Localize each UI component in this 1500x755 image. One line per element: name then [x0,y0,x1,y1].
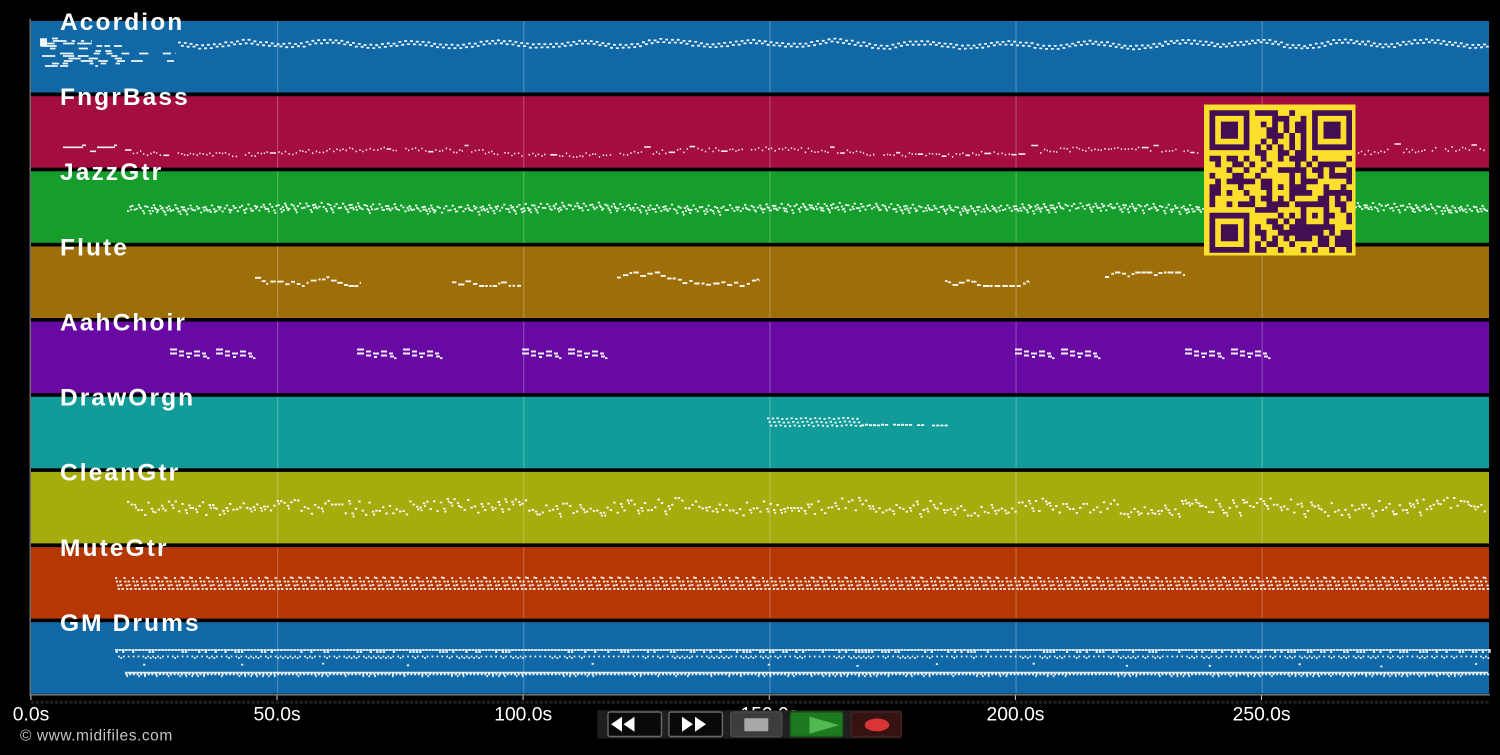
svg-text:DrawOrgn: DrawOrgn [60,385,195,412]
svg-text:CleanGtr: CleanGtr [60,460,180,487]
svg-text:© www.midifiles.com: © www.midifiles.com [20,728,173,745]
svg-text:50.0s: 50.0s [254,705,301,726]
svg-text:JazzGtr: JazzGtr [60,159,163,186]
svg-text:Flute: Flute [60,234,129,261]
svg-text:Acordion: Acordion [60,9,184,36]
svg-text:AahChoir: AahChoir [60,309,187,336]
svg-text:FngrBass: FngrBass [60,84,190,111]
svg-text:200.0s: 200.0s [987,705,1045,726]
svg-text:250.0s: 250.0s [1233,705,1291,726]
svg-text:0.0s: 0.0s [13,705,49,726]
svg-text:MuteGtr: MuteGtr [60,535,169,562]
svg-text:GM Drums: GM Drums [60,610,201,637]
svg-text:100.0s: 100.0s [494,705,552,726]
